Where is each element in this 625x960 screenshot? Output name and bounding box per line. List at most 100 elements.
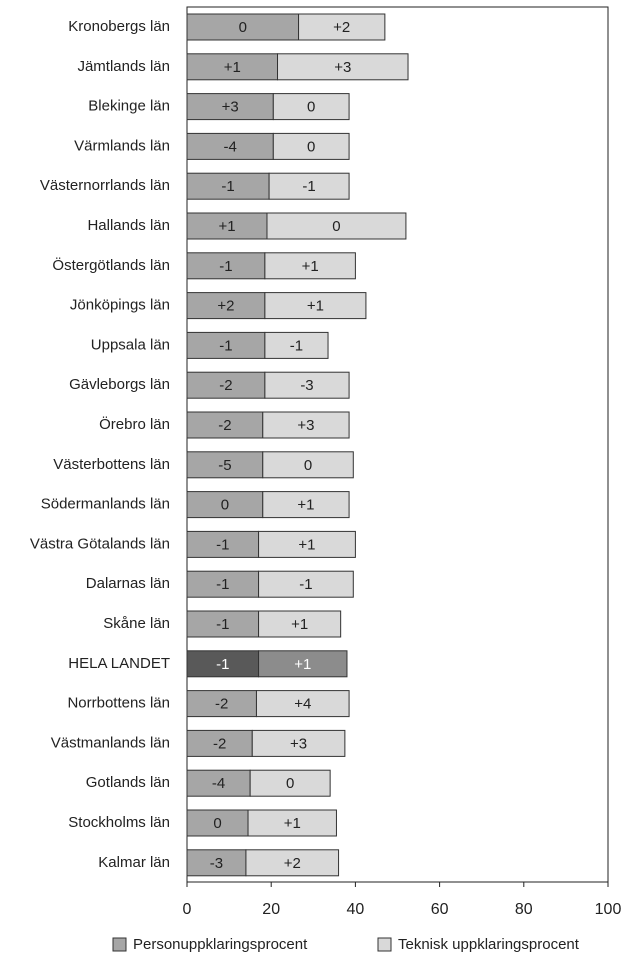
bar-segment xyxy=(272,93,350,121)
bar-segment xyxy=(186,411,264,439)
segment-label: +2 xyxy=(333,19,350,36)
segment-label: +4 xyxy=(294,696,311,713)
segment-label: +1 xyxy=(302,258,319,275)
category-label: Västerbottens län xyxy=(53,456,170,473)
category-label: Blekinge län xyxy=(88,98,170,115)
segment-label: -1 xyxy=(216,656,229,673)
x-tick-label: 40 xyxy=(347,901,365,918)
bar-segment xyxy=(258,610,342,638)
segment-label: -1 xyxy=(219,258,232,275)
category-label: Skåne län xyxy=(103,615,170,632)
bar-segment xyxy=(186,491,264,519)
x-tick-label: 100 xyxy=(595,901,622,918)
segment-label: -2 xyxy=(213,735,226,752)
bar-segment xyxy=(249,769,331,797)
bar-segment xyxy=(264,292,367,320)
segment-label: -4 xyxy=(212,775,225,792)
bar-segment xyxy=(258,650,348,678)
bar-segment xyxy=(186,292,266,320)
segment-label: -1 xyxy=(302,178,315,195)
segment-label: -1 xyxy=(216,576,229,593)
category-label: Värmlands län xyxy=(74,137,170,154)
bar-segment xyxy=(186,729,253,757)
bar-segment xyxy=(272,132,350,160)
legend-swatch xyxy=(377,937,392,952)
segment-label: -5 xyxy=(218,457,231,474)
bar-segment xyxy=(298,13,386,41)
category-label: Gotlands län xyxy=(86,774,170,791)
bar-segment xyxy=(255,690,350,718)
category-label: Hallands län xyxy=(87,217,170,234)
category-label: Stockholms län xyxy=(68,814,170,831)
legend-label: Personuppklaringsprocent xyxy=(133,936,308,953)
category-label: Södermanlands län xyxy=(41,496,170,513)
bar-segment xyxy=(186,331,266,359)
bar-segment xyxy=(277,53,409,81)
segment-label: -2 xyxy=(219,377,232,394)
segment-label: +1 xyxy=(294,656,311,673)
legend-swatch xyxy=(112,937,127,952)
bar-segment xyxy=(262,411,350,439)
segment-label: +3 xyxy=(297,417,314,434)
segment-label: +3 xyxy=(222,99,239,116)
bar-segment xyxy=(262,491,350,519)
bar-segment xyxy=(264,331,329,359)
bar-segment xyxy=(186,570,260,598)
category-label: Uppsala län xyxy=(91,336,170,353)
category-label: Kalmar län xyxy=(98,854,170,871)
x-tick-label: 80 xyxy=(515,901,533,918)
segment-label: +1 xyxy=(224,59,241,76)
bar-segment xyxy=(264,252,356,280)
segment-label: +2 xyxy=(217,298,234,315)
bar-segment xyxy=(186,53,279,81)
bar-segment xyxy=(186,13,300,41)
segment-label: -4 xyxy=(223,138,236,155)
bar-segment xyxy=(186,212,268,240)
segment-label: -1 xyxy=(216,536,229,553)
segment-label: +1 xyxy=(284,815,301,832)
category-label: Jönköpings län xyxy=(70,297,170,314)
segment-label: +3 xyxy=(290,735,307,752)
bar-segment xyxy=(268,172,350,200)
segment-label: -1 xyxy=(299,576,312,593)
x-tick-label: 0 xyxy=(183,901,192,918)
bar-segment xyxy=(258,530,356,558)
bar-segment xyxy=(186,132,274,160)
category-label: Östergötlands län xyxy=(52,256,170,274)
x-tick-label: 60 xyxy=(431,901,449,918)
bar-segment xyxy=(186,93,274,121)
segment-label: +1 xyxy=(218,218,235,235)
segment-label: -1 xyxy=(219,337,232,354)
bar-segment xyxy=(266,212,407,240)
segment-label: 0 xyxy=(307,99,315,116)
bar-segment xyxy=(262,451,354,479)
category-label: Västernorrlands län xyxy=(40,177,170,194)
category-label: Jämtlands län xyxy=(77,58,170,75)
bar-segment xyxy=(264,371,350,399)
plot-frame xyxy=(186,6,609,883)
segment-label: 0 xyxy=(332,218,340,235)
segment-label: -1 xyxy=(290,337,303,354)
category-label: Gävleborgs län xyxy=(69,376,170,393)
bar-segment xyxy=(186,451,264,479)
category-label: Örebro län xyxy=(99,415,170,433)
category-label: Dalarnas län xyxy=(86,575,170,592)
segment-label: +2 xyxy=(284,855,301,872)
x-tick-label: 20 xyxy=(262,901,280,918)
segment-label: 0 xyxy=(307,138,315,155)
segment-label: 0 xyxy=(304,457,312,474)
segment-label: +3 xyxy=(334,59,351,76)
bar-segment xyxy=(186,252,266,280)
category-label: Kronobergs län xyxy=(68,18,170,35)
segment-label: 0 xyxy=(286,775,294,792)
bar-segment xyxy=(245,849,340,877)
segment-label: 0 xyxy=(239,19,247,36)
segment-label: -3 xyxy=(210,855,223,872)
legend-label: Teknisk uppklaringsprocent xyxy=(398,936,580,953)
segment-label: -2 xyxy=(215,696,228,713)
segment-label: +1 xyxy=(298,536,315,553)
bar-segment xyxy=(186,849,247,877)
segment-label: -3 xyxy=(300,377,313,394)
segment-label: -1 xyxy=(221,178,234,195)
